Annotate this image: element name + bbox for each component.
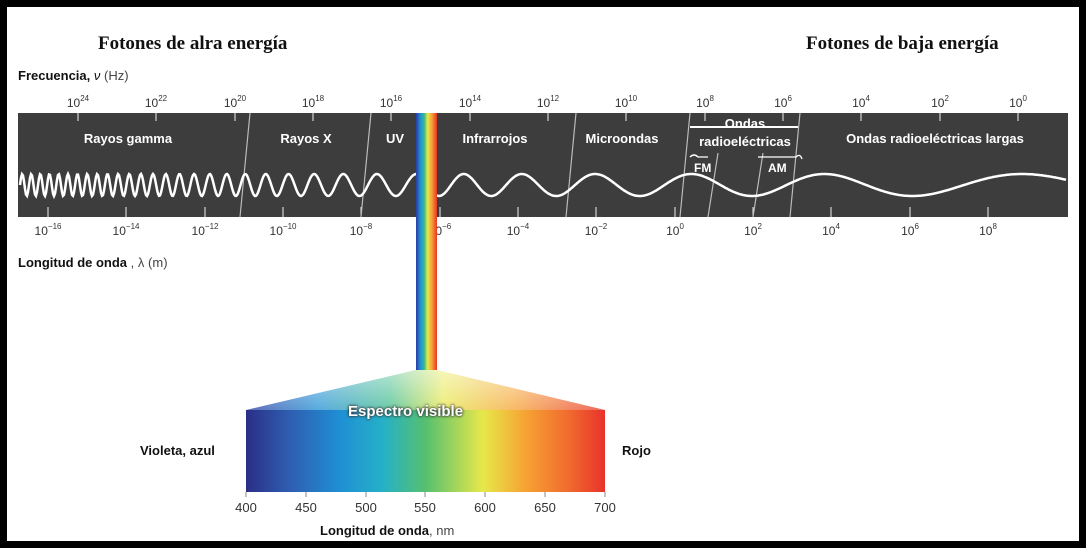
frequency-tick: 108 xyxy=(696,94,714,110)
wavelength-tick-exponent: 6 xyxy=(914,222,919,231)
visible-axis-ticks xyxy=(245,492,606,497)
region-uv: UV xyxy=(385,131,405,146)
wavelength-tick-exponent: 8 xyxy=(992,222,997,231)
region-infrared: Infrarrojos xyxy=(462,131,528,146)
wavelength-tick-exponent: −10 xyxy=(282,222,297,231)
region-long-radio: Ondas radioeléctricas largas xyxy=(846,131,1024,146)
wavelength-tick: 10−16 xyxy=(34,222,62,238)
region-fm: FM xyxy=(694,161,712,175)
wavelength-tick-exponent: −6 xyxy=(442,222,452,231)
band-graphics xyxy=(18,113,1067,217)
high-energy-header: Fotones de alra energía xyxy=(98,33,288,54)
visible-axis-label-text: Longitud de onda xyxy=(320,523,430,538)
frequency-tick-exponent: 10 xyxy=(628,94,638,103)
frequency-tick-exponent: 22 xyxy=(158,94,168,103)
wavelength-tick-exponent: −14 xyxy=(125,222,140,231)
frequency-tick-exponent: 20 xyxy=(237,94,247,103)
visible-axis-unit: , nm xyxy=(429,523,455,538)
electromagnetic-spectrum-band: Rayos gamma Rayos X UV Infrarrojos Micro… xyxy=(18,113,1068,217)
wavelength-tick: 104 xyxy=(822,222,840,238)
wavelength-tick-exponent: 0 xyxy=(679,222,684,231)
fm-am-bracket xyxy=(689,154,803,160)
wavelength-tick: 10−8 xyxy=(349,222,373,238)
frequency-tick: 1010 xyxy=(614,94,638,110)
frequency-tick-exponent: 12 xyxy=(550,94,560,103)
wavelength-tick-exponent: 2 xyxy=(757,222,762,231)
frequency-tick: 100 xyxy=(1009,94,1027,110)
frequency-unit: (Hz) xyxy=(104,68,129,83)
visible-axis-label: Longitud de onda, nm xyxy=(320,523,454,538)
region-radio-line2: radioeléctricas xyxy=(699,134,791,149)
frequency-tick: 1012 xyxy=(536,94,560,110)
frequency-label-text: Frecuencia, xyxy=(18,68,91,83)
wavelength-tick-exponent: −2 xyxy=(598,222,608,231)
visible-beam xyxy=(416,113,437,370)
frequency-tick-exponent: 6 xyxy=(787,94,792,103)
region-am: AM xyxy=(768,161,787,175)
frequency-tick-exponent: 2 xyxy=(944,94,949,103)
wavelength-tick: 100 xyxy=(666,222,684,238)
visible-tick-550: 550 xyxy=(414,500,436,515)
wavelength-symbol: , λ xyxy=(130,255,145,270)
frequency-tick: 104 xyxy=(852,94,870,110)
visible-tick-450: 450 xyxy=(295,500,317,515)
frequency-tick-exponent: 16 xyxy=(393,94,403,103)
wavelength-label-text: Longitud de onda xyxy=(18,255,128,270)
wavelength-tick-exponent: −8 xyxy=(363,222,373,231)
frequency-tick: 1014 xyxy=(458,94,482,110)
wavelength-tick: 10−2 xyxy=(584,222,608,238)
frequency-tick: 1016 xyxy=(379,94,403,110)
visible-tick-700: 700 xyxy=(594,500,616,515)
frequency-tick: 1022 xyxy=(144,94,168,110)
frequency-tick: 102 xyxy=(931,94,949,110)
region-radio-line1: Ondas xyxy=(724,116,766,131)
wavelength-axis-label: Longitud de onda , λ (m) xyxy=(18,255,168,270)
frequency-symbol: ν xyxy=(93,68,101,83)
red-label: Rojo xyxy=(622,443,651,458)
wavelength-tick: 108 xyxy=(979,222,997,238)
region-xray: Rayos X xyxy=(280,131,332,146)
violet-blue-label: Violeta, azul xyxy=(140,443,215,458)
wavelength-tick: 10−10 xyxy=(269,222,297,238)
region-separators xyxy=(239,113,801,217)
visible-spectrum-bar xyxy=(246,410,605,492)
wavelength-tick: 10−4 xyxy=(506,222,530,238)
wavelength-tick: 10−12 xyxy=(191,222,219,238)
wavelength-tick-exponent: −4 xyxy=(520,222,530,231)
visible-spectrum-title: Espectro visible xyxy=(348,403,464,420)
visible-tick-400: 400 xyxy=(235,500,257,515)
frequency-tick: 1018 xyxy=(301,94,325,110)
frequency-tick-exponent: 8 xyxy=(709,94,714,103)
region-microwave: Microondas xyxy=(585,131,659,146)
frequency-tick-exponent: 4 xyxy=(865,94,870,103)
frequency-tick-exponent: 18 xyxy=(315,94,325,103)
visible-tick-500: 500 xyxy=(355,500,377,515)
low-energy-header: Fotones de baja energía xyxy=(806,33,999,54)
visible-tick-650: 650 xyxy=(534,500,556,515)
visible-tick-600: 600 xyxy=(474,500,496,515)
wavelength-tick-exponent: −12 xyxy=(204,222,219,231)
wavelength-tick: 102 xyxy=(744,222,762,238)
frequency-tick: 106 xyxy=(774,94,792,110)
wavelength-tick: 10−14 xyxy=(112,222,140,238)
frequency-tick-exponent: 14 xyxy=(472,94,482,103)
frequency-tick-exponent: 24 xyxy=(80,94,90,103)
wavelength-unit: (m) xyxy=(148,255,168,270)
frequency-tick: 1020 xyxy=(223,94,247,110)
region-gamma: Rayos gamma xyxy=(83,131,173,146)
wavelength-tick-exponent: 4 xyxy=(835,222,840,231)
frequency-tick: 1024 xyxy=(66,94,90,110)
wavelength-tick-exponent: −16 xyxy=(47,222,62,231)
frequency-axis-label: Frecuencia, ν (Hz) xyxy=(18,68,129,83)
frequency-tick-exponent: 0 xyxy=(1022,94,1027,103)
band-top-ticks xyxy=(77,113,1019,121)
wavelength-tick: 106 xyxy=(901,222,919,238)
wave-line xyxy=(18,170,1067,200)
